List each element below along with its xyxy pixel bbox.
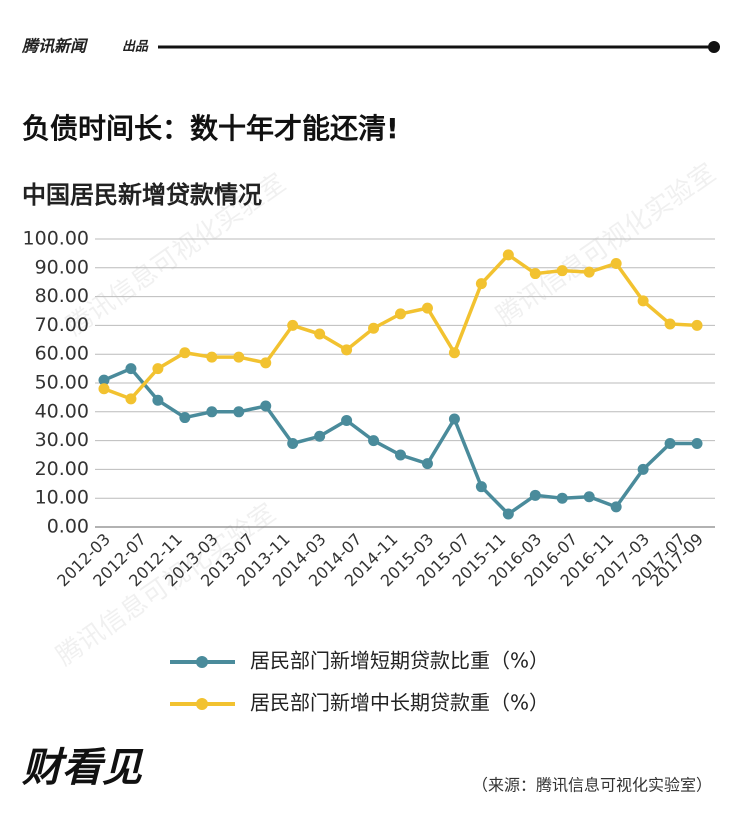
point	[206, 406, 218, 418]
point	[341, 344, 353, 356]
y-tick-label: 30.00	[35, 429, 89, 451]
point	[125, 363, 137, 375]
legend-marker	[196, 656, 208, 668]
point	[233, 406, 245, 418]
point	[341, 414, 353, 426]
point	[179, 412, 191, 424]
legend-label: 居民部门新增中长期贷款重（%）	[250, 691, 549, 715]
point	[98, 374, 110, 386]
y-tick-label: 40.00	[35, 400, 89, 422]
point	[556, 265, 568, 277]
point	[610, 501, 622, 513]
series-line	[103, 366, 698, 517]
y-tick-label: 80.00	[35, 285, 89, 307]
point	[529, 268, 541, 280]
point	[556, 492, 568, 504]
point	[475, 481, 487, 493]
y-tick-label: 0.00	[47, 516, 89, 538]
y-tick-label: 70.00	[35, 314, 89, 336]
point	[664, 318, 676, 330]
point	[395, 449, 407, 461]
header-dot	[708, 41, 720, 53]
point	[206, 351, 218, 363]
point	[691, 319, 703, 331]
point	[421, 302, 433, 314]
point	[368, 322, 380, 334]
point	[152, 363, 164, 375]
y-tick-label: 60.00	[35, 343, 89, 365]
point	[125, 393, 137, 405]
chart-subtitle: 中国居民新增贷款情况	[22, 181, 262, 209]
point	[583, 266, 595, 278]
brand-tag: 出品	[122, 39, 149, 55]
chart-title: 负债时间长：数十年才能还清!	[22, 112, 399, 145]
point	[448, 347, 460, 359]
point	[233, 351, 245, 363]
point	[260, 400, 272, 412]
point	[287, 437, 299, 449]
point	[260, 357, 272, 369]
point	[98, 383, 110, 395]
watermark: 腾讯信息可视化实验室	[491, 158, 721, 332]
point	[152, 394, 164, 406]
y-tick-label: 10.00	[35, 487, 89, 509]
point	[637, 463, 649, 475]
point	[637, 295, 649, 307]
point	[583, 491, 595, 503]
point	[664, 437, 676, 449]
footer-logo: 财看见	[22, 745, 144, 791]
point	[691, 437, 703, 449]
y-tick-label: 90.00	[35, 256, 89, 278]
point	[395, 308, 407, 320]
point	[502, 249, 514, 261]
y-tick-label: 50.00	[35, 372, 89, 394]
brand: 腾讯新闻	[21, 37, 89, 56]
point	[448, 413, 460, 425]
point	[179, 347, 191, 359]
point	[368, 435, 380, 447]
point	[314, 430, 326, 442]
point	[502, 508, 514, 520]
source: （来源：腾讯信息可视化实验室）	[472, 776, 712, 795]
point	[529, 489, 541, 501]
point	[287, 319, 299, 331]
point	[421, 458, 433, 470]
point	[610, 257, 622, 269]
point	[475, 278, 487, 290]
series-line	[103, 252, 698, 401]
y-tick-label: 100.00	[23, 228, 89, 250]
y-tick-label: 20.00	[35, 458, 89, 480]
legend-label: 居民部门新增短期贷款比重（%）	[250, 649, 549, 673]
legend-marker	[196, 698, 208, 710]
point	[314, 328, 326, 340]
